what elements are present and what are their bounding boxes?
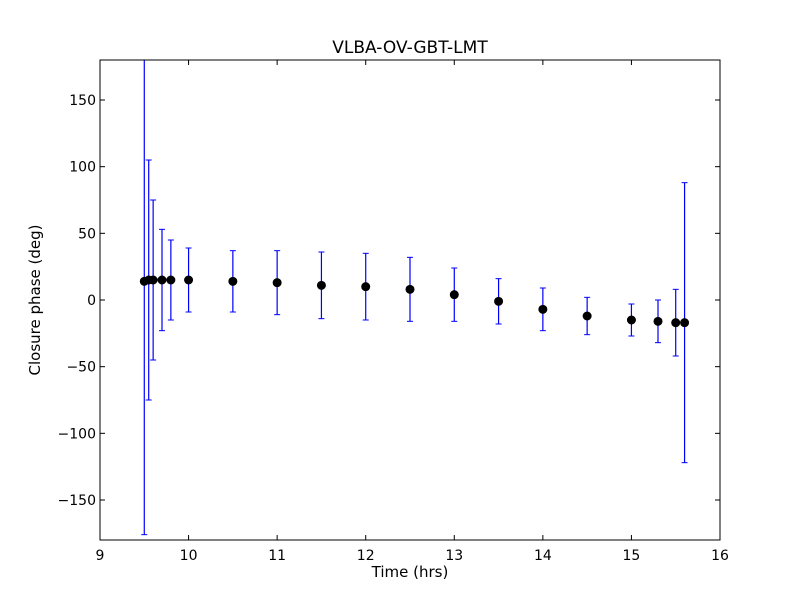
data-point xyxy=(157,275,167,285)
y-tick-label: 0 xyxy=(87,293,96,309)
x-tick-label: 16 xyxy=(711,548,729,564)
x-tick-label: 15 xyxy=(623,548,641,564)
data-point xyxy=(272,278,282,288)
x-axis-label: Time (hrs) xyxy=(371,563,449,581)
data-point xyxy=(166,275,176,285)
data-point xyxy=(680,318,690,328)
data-point xyxy=(316,280,326,290)
y-axis-label: Closure phase (deg) xyxy=(26,225,44,376)
x-tick-label: 11 xyxy=(268,548,286,564)
data-point xyxy=(184,275,194,285)
data-point xyxy=(653,316,663,326)
plot-frame xyxy=(99,59,721,541)
data-point xyxy=(228,276,238,286)
y-tick-label: −100 xyxy=(58,426,96,442)
data-point xyxy=(626,315,636,325)
x-tick-label: 14 xyxy=(534,548,552,564)
data-point xyxy=(494,296,504,306)
data-point xyxy=(582,311,592,321)
y-tick-label: −50 xyxy=(66,360,96,376)
data-point xyxy=(538,304,548,314)
data-point xyxy=(449,290,459,300)
y-tick-label: 50 xyxy=(78,226,96,242)
data-point xyxy=(148,275,158,285)
x-tick-label: 10 xyxy=(180,548,198,564)
x-tick-label: 12 xyxy=(357,548,375,564)
data-point xyxy=(405,284,415,294)
plot-content xyxy=(139,60,690,536)
x-tick-label: 9 xyxy=(96,548,105,564)
x-tick-label: 13 xyxy=(445,548,463,564)
data-markers xyxy=(139,275,690,328)
data-point xyxy=(671,318,681,328)
data-point xyxy=(361,282,371,292)
y-tick-label: 150 xyxy=(69,93,96,109)
y-tick-label: −150 xyxy=(58,493,96,509)
chart-title: VLBA-OV-GBT-LMT xyxy=(332,38,488,58)
y-tick-label: 100 xyxy=(69,160,96,176)
